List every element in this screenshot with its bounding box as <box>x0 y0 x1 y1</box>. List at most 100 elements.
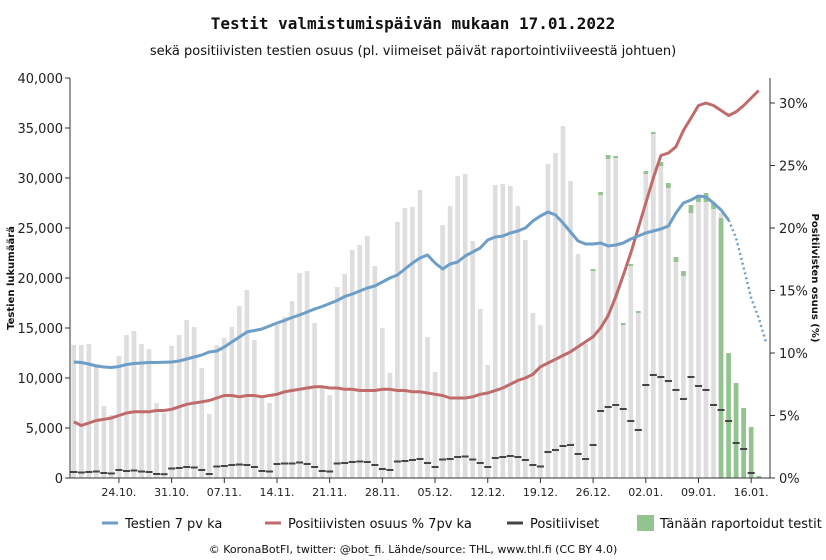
today-bar <box>590 269 596 271</box>
chart-subtitle: sekä positiivisten testien osuus (pl. vi… <box>149 44 677 59</box>
test-bar <box>372 266 378 478</box>
test-bar <box>455 176 460 478</box>
test-bar <box>681 271 686 478</box>
test-bar <box>86 344 92 478</box>
legend-swatch <box>637 515 654 531</box>
y-tick-label: 25,000 <box>18 222 64 237</box>
test-bar <box>711 203 716 478</box>
legend-label: Positiivisten osuus % 7pv ka <box>288 517 472 532</box>
test-bar <box>470 241 476 478</box>
x-tick-label: 21.11. <box>312 486 347 499</box>
test-bar <box>696 195 701 478</box>
y2-axis-label: Positiivisten osuus (%) <box>809 214 820 343</box>
x-tick-label: 19.12. <box>523 486 558 499</box>
x-tick-label: 09.01. <box>681 486 716 499</box>
test-bar <box>583 344 588 478</box>
x-tick-label: 07.11. <box>207 486 242 499</box>
y-tick-label: 10,000 <box>18 372 64 387</box>
today-bar <box>741 408 746 478</box>
test-bar <box>425 337 430 478</box>
test-bar <box>568 181 573 478</box>
test-bar <box>553 153 558 478</box>
test-bar <box>237 306 242 478</box>
today-bar <box>598 192 603 195</box>
legend-label: Testien 7 pv ka <box>124 517 222 532</box>
test-bar <box>252 340 257 478</box>
test-bar <box>169 346 174 478</box>
today-bar <box>696 195 701 202</box>
test-bar <box>357 245 363 478</box>
y2-tick-label: 30% <box>779 97 808 112</box>
today-bar <box>718 218 724 478</box>
test-bar <box>673 257 679 478</box>
y-axis-label: Testien lukumäärä <box>6 226 17 330</box>
test-bar <box>154 403 159 478</box>
y2-tick-label: 10% <box>779 347 808 362</box>
x-tick-label: 16.01. <box>734 486 769 499</box>
reported-today-bars <box>590 132 762 478</box>
test-bar <box>206 414 212 478</box>
test-bar <box>402 208 408 478</box>
today-bar <box>711 203 716 209</box>
x-tick-label: 02.01. <box>628 486 663 499</box>
legend-tests-average: Testien 7 pv ka <box>102 517 222 532</box>
x-tick-label: 14.11. <box>259 486 294 499</box>
y-tick-label: 40,000 <box>18 72 64 87</box>
test-bar <box>78 345 84 478</box>
test-bar <box>71 345 77 478</box>
test-bar <box>635 311 641 478</box>
x-tick-label: 28.11. <box>365 486 400 499</box>
test-bar <box>274 325 280 478</box>
test-bar <box>297 273 302 478</box>
test-bar <box>282 317 287 478</box>
today-bar <box>643 171 649 174</box>
today-bar <box>651 132 656 134</box>
test-bar <box>221 338 227 478</box>
test-bar <box>447 206 453 478</box>
test-bar <box>545 164 551 478</box>
x-tick-label: 12.12. <box>470 486 505 499</box>
test-bar <box>267 403 272 478</box>
y2-tick-label: 15% <box>779 285 808 300</box>
today-bar <box>658 162 664 166</box>
test-bar <box>651 132 656 478</box>
test-bar <box>613 156 619 478</box>
test-bar <box>530 313 536 478</box>
test-bar <box>304 271 310 478</box>
y2-tick-label: 20% <box>779 222 808 237</box>
test-bar <box>146 349 152 478</box>
test-bar <box>575 254 581 478</box>
legend-label: Positiiviset <box>530 517 599 532</box>
x-tick-label: 31.10. <box>154 486 189 499</box>
today-bar <box>620 323 626 325</box>
test-bar <box>131 331 137 478</box>
today-bar <box>688 205 694 213</box>
positives-markers <box>70 374 755 476</box>
test-bar <box>417 190 423 478</box>
legend: Testien 7 pv ka Positiivisten osuus % 7pv… <box>102 515 822 532</box>
test-bar <box>184 320 189 478</box>
test-bar <box>590 269 596 478</box>
test-bar <box>523 240 528 478</box>
test-bar <box>620 323 626 478</box>
legend-reported-today: Tänään raportoidut testit <box>637 515 822 532</box>
test-bar <box>485 365 491 478</box>
test-bar <box>259 397 265 478</box>
test-bar <box>440 225 445 478</box>
daily-test-bars <box>71 126 754 478</box>
test-bar <box>703 193 709 478</box>
test-bar <box>109 415 114 478</box>
test-bar <box>395 222 400 478</box>
test-bar <box>462 174 468 478</box>
positive-share-line <box>73 89 760 427</box>
test-bar <box>244 290 250 478</box>
test-bar <box>214 345 220 478</box>
test-bar <box>492 185 498 478</box>
legend-positive-share: Positiivisten osuus % 7pv ka <box>265 517 472 532</box>
test-bar <box>334 287 340 478</box>
test-bar <box>666 183 671 478</box>
x-tick-label: 26.12. <box>576 486 611 499</box>
test-bar <box>560 126 566 478</box>
test-bar <box>380 328 385 478</box>
